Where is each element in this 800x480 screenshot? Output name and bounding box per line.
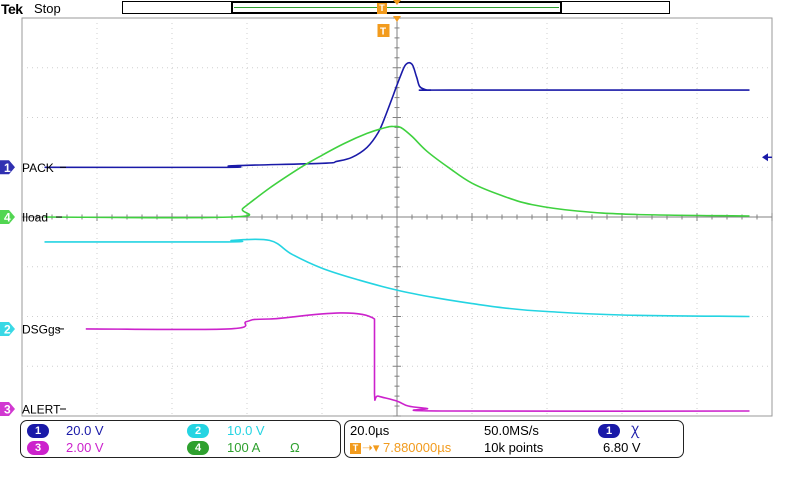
trigger-delay-arrow-icon: ➝▾ <box>362 440 380 455</box>
trigger-position-marker[interactable]: T <box>377 16 402 38</box>
trigger-marker-label: T <box>380 27 386 38</box>
record-window-line <box>234 7 559 8</box>
channel-markers: 1 PACK 4 Iload 2 DSGgs 3 ALERT T <box>0 16 772 417</box>
trigger-source-badge[interactable]: 1 <box>598 424 620 438</box>
channel-4-marker[interactable]: 4 Iload <box>0 210 62 225</box>
channel-marker-tab[interactable] <box>0 321 15 336</box>
waveform-dsggs <box>44 238 750 318</box>
channel-number: 1 <box>4 161 11 175</box>
trigger-time-arrow-icon[interactable] <box>393 16 401 22</box>
sample-rate: 50.0MS/s <box>484 423 539 438</box>
trigger-marker-box[interactable] <box>377 24 390 37</box>
channel-number: 2 <box>4 322 11 336</box>
trigger-slope-icon: Ꭓ <box>631 423 640 438</box>
channel-marker-tab[interactable] <box>0 210 15 224</box>
waveform-pack <box>44 61 750 169</box>
waveform-iload <box>44 125 750 219</box>
waveforms <box>44 61 750 413</box>
horizontal-settings-panel[interactable]: 20.0µs T ➝▾ 7.880000µs 50.0MS/s 10k poin… <box>344 420 684 458</box>
record-trigger-icon: T <box>377 3 387 14</box>
ch1-badge[interactable]: 1 <box>27 424 49 438</box>
channel-label: DSGgs <box>22 322 61 336</box>
acquisition-state: Stop <box>34 1 61 16</box>
trigger-level-arrow-icon[interactable] <box>762 153 768 162</box>
ch3-badge[interactable]: 3 <box>27 441 49 455</box>
time-per-div: 20.0µs <box>350 423 390 438</box>
trigger-position-arrow-icon[interactable] <box>393 0 401 5</box>
channel-number: 3 <box>4 403 11 417</box>
channel-label: ALERT <box>22 403 61 417</box>
trigger-level: 6.80 V <box>603 440 641 455</box>
brand-logo: Tek <box>1 1 23 17</box>
waveform-alert <box>85 312 750 413</box>
vertical-settings-panel[interactable]: 1 20.0 V 3 2.00 V 2 10.0 V 4 100 A Ω <box>20 420 341 458</box>
channel-1-marker[interactable]: 1 PACK <box>0 160 66 175</box>
channel-label: PACK <box>22 161 54 175</box>
channel-marker-tab[interactable] <box>0 402 15 416</box>
channel-2-marker[interactable]: 2 DSGgs <box>0 321 64 337</box>
ch2-scale: 10.0 V <box>227 423 265 438</box>
trigger-delay-icon: T <box>350 443 361 454</box>
status-bar: Tek Stop T <box>0 0 800 18</box>
ch2-badge[interactable]: 2 <box>187 424 209 438</box>
ch1-scale: 20.0 V <box>66 423 104 438</box>
ch4-scale: 100 A <box>227 440 261 455</box>
ch3-scale: 2.00 V <box>66 440 104 455</box>
channel-number: 4 <box>4 211 11 225</box>
graticule <box>21 17 773 417</box>
ch4-badge[interactable]: 4 <box>187 441 209 455</box>
channel-marker-tab[interactable] <box>0 160 15 175</box>
channel-label: Iload <box>22 211 48 225</box>
channel-3-marker[interactable]: 3 ALERT <box>0 402 66 417</box>
trigger-delay: 7.880000µs <box>383 440 452 455</box>
ch4-unit-symbol: Ω <box>290 440 300 455</box>
record-length: 10k points <box>484 440 544 455</box>
